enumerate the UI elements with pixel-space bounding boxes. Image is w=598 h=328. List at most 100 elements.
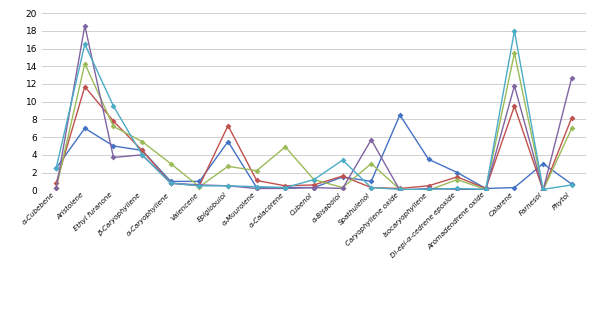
2012 xyxy=(139,140,146,144)
2012 xyxy=(81,62,89,66)
2011 xyxy=(81,85,89,89)
2010 xyxy=(81,126,89,130)
2010 xyxy=(482,187,489,191)
2013 xyxy=(425,187,432,191)
2012 xyxy=(482,187,489,191)
2011 xyxy=(110,119,117,123)
2011 xyxy=(139,148,146,152)
2011 xyxy=(310,183,318,187)
2010 xyxy=(396,113,404,117)
2012 xyxy=(539,188,547,192)
2012 xyxy=(110,125,117,129)
2014 xyxy=(282,186,289,190)
2013 xyxy=(282,187,289,191)
2014 xyxy=(110,104,117,108)
2013 xyxy=(53,187,60,191)
2010 xyxy=(368,179,375,183)
2013 xyxy=(396,188,404,192)
2014 xyxy=(396,187,404,191)
2010 xyxy=(253,186,260,190)
2013 xyxy=(139,153,146,157)
2010 xyxy=(53,166,60,170)
2011 xyxy=(224,124,231,128)
2013 xyxy=(310,186,318,190)
2014 xyxy=(253,185,260,189)
2012 xyxy=(511,51,518,55)
2012 xyxy=(339,186,346,190)
2011 xyxy=(568,116,575,120)
2010 xyxy=(110,144,117,148)
2011 xyxy=(53,181,60,185)
2010 xyxy=(167,179,175,183)
2013 xyxy=(339,187,346,191)
2012 xyxy=(453,178,460,182)
2012 xyxy=(167,162,175,166)
2014 xyxy=(568,183,575,187)
Line: 2013: 2013 xyxy=(54,23,574,192)
2014 xyxy=(511,29,518,33)
2013 xyxy=(482,187,489,191)
2014 xyxy=(196,184,203,188)
2014 xyxy=(339,158,346,162)
2011 xyxy=(339,174,346,178)
2014 xyxy=(139,153,146,157)
2010 xyxy=(139,148,146,152)
2011 xyxy=(482,187,489,191)
2012 xyxy=(368,162,375,166)
2012 xyxy=(568,126,575,130)
2010 xyxy=(282,186,289,190)
2014 xyxy=(167,181,175,185)
2010 xyxy=(339,175,346,179)
2014 xyxy=(453,187,460,191)
2013 xyxy=(368,138,375,142)
2012 xyxy=(53,187,60,191)
2014 xyxy=(53,166,60,170)
2010 xyxy=(453,171,460,174)
2012 xyxy=(196,185,203,189)
2012 xyxy=(253,169,260,173)
2011 xyxy=(425,184,432,188)
2011 xyxy=(282,184,289,188)
2014 xyxy=(368,186,375,190)
2011 xyxy=(167,181,175,185)
2011 xyxy=(453,175,460,179)
2013 xyxy=(81,24,89,28)
2011 xyxy=(511,104,518,108)
2013 xyxy=(539,188,547,192)
2013 xyxy=(568,76,575,80)
2014 xyxy=(81,42,89,46)
Line: 2011: 2011 xyxy=(54,85,574,192)
2010 xyxy=(310,186,318,190)
2013 xyxy=(224,184,231,188)
2010 xyxy=(539,162,547,166)
2011 xyxy=(368,186,375,190)
2014 xyxy=(539,187,547,191)
2011 xyxy=(396,187,404,191)
Line: 2014: 2014 xyxy=(54,29,574,192)
2010 xyxy=(224,140,231,144)
2011 xyxy=(539,188,547,192)
2012 xyxy=(310,178,318,182)
2012 xyxy=(224,164,231,168)
2014 xyxy=(310,178,318,182)
2014 xyxy=(482,187,489,191)
2010 xyxy=(568,182,575,186)
2013 xyxy=(196,183,203,187)
2013 xyxy=(511,84,518,88)
2013 xyxy=(167,181,175,185)
2010 xyxy=(511,186,518,190)
2013 xyxy=(253,187,260,191)
2013 xyxy=(453,187,460,191)
2011 xyxy=(196,184,203,188)
2013 xyxy=(110,155,117,159)
2014 xyxy=(425,187,432,191)
2010 xyxy=(196,179,203,183)
Line: 2012: 2012 xyxy=(54,51,574,192)
2014 xyxy=(224,184,231,188)
2012 xyxy=(282,145,289,149)
2012 xyxy=(425,188,432,192)
2011 xyxy=(253,178,260,182)
2010 xyxy=(425,157,432,161)
Line: 2010: 2010 xyxy=(54,113,574,191)
2012 xyxy=(396,187,404,191)
